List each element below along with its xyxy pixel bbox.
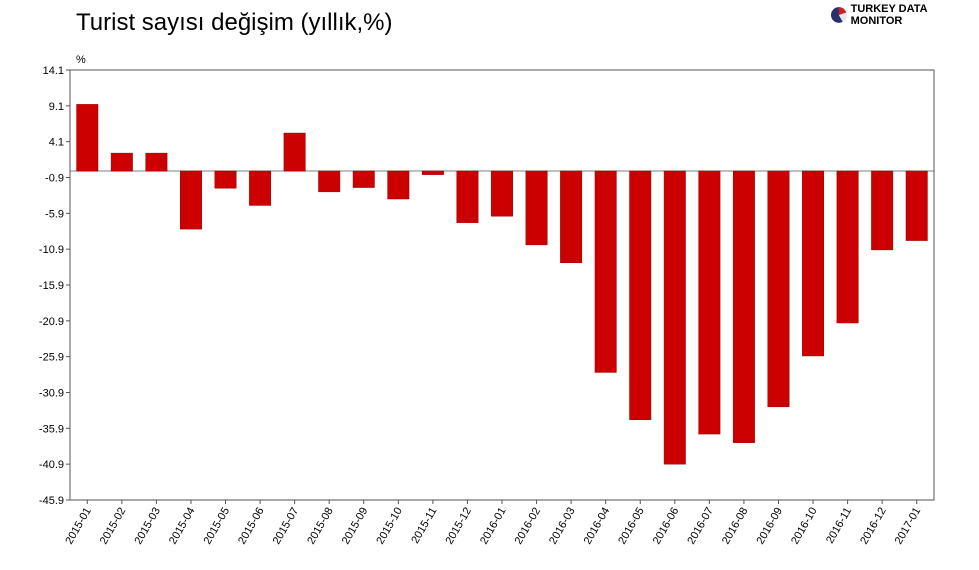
x-tick-label: 2016-11	[824, 506, 854, 546]
bar-2016-09	[767, 170, 790, 408]
x-tick-label: 2016-06	[651, 506, 682, 547]
x-tick-label: 2016-09	[754, 506, 785, 547]
y-tick-label: 14.1	[43, 65, 64, 77]
bar-2015-03	[145, 152, 168, 172]
x-tick-label: 2015-07	[271, 506, 302, 547]
x-tick-label: 2015-05	[202, 506, 233, 547]
chart-title: Turist sayısı değişim (yıllık,%)	[76, 9, 393, 36]
x-tick-label: 2017-01	[893, 506, 924, 547]
y-tick-label: -15.9	[39, 280, 64, 292]
y-tick-label: -10.9	[39, 244, 64, 256]
x-tick-label: 2015-03	[132, 506, 163, 547]
bar-2015-09	[352, 170, 375, 188]
bar-2015-12	[456, 170, 479, 223]
x-tick-label: 2015-06	[236, 506, 267, 547]
bar-2015-11	[421, 170, 444, 175]
brand-logo: TURKEY DATA MONITOR	[830, 3, 979, 27]
bar-2015-01	[76, 104, 99, 172]
x-tick-label: 2016-10	[789, 506, 820, 547]
bar-2015-07	[283, 132, 306, 172]
bar-2015-10	[387, 170, 410, 200]
x-tick-label: 2016-08	[720, 506, 751, 547]
logo-pie-icon	[830, 7, 847, 23]
x-tick-label: 2015-04	[167, 506, 198, 547]
x-tick-label: 2016-07	[685, 506, 716, 547]
y-tick-label: -0.9	[45, 173, 64, 185]
x-tick-label: 2015-09	[340, 506, 371, 547]
x-tick-label: 2016-02	[513, 506, 544, 547]
bar-2016-08	[732, 170, 755, 443]
x-tick-label: 2015-08	[305, 506, 336, 547]
x-tick-label: 2016-12	[858, 506, 889, 547]
y-tick-label: -20.9	[39, 316, 64, 328]
x-tick-label: 2015-02	[98, 506, 129, 547]
bar-2015-06	[249, 170, 272, 206]
x-tick-label: 2015-01	[63, 506, 94, 547]
bars	[76, 104, 928, 465]
x-tick-label: 2016-03	[547, 506, 578, 547]
bar-2016-11	[836, 170, 859, 324]
y-axis-ticks: 14.1 9.1 4.1 -0.9 -5.9 -10.9 -15.9 -20.9 -25.9 -3…	[39, 65, 70, 507]
x-tick-label: 2016-05	[616, 506, 647, 547]
y-tick-label: 9.1	[49, 101, 64, 113]
y-axis-label: %	[76, 54, 86, 66]
y-tick-label: 4.1	[49, 137, 64, 149]
bar-2016-04	[594, 170, 617, 373]
y-tick-label: -5.9	[45, 208, 64, 220]
x-tick-label: 2015-12	[443, 506, 474, 547]
bar-2015-02	[110, 152, 133, 172]
bar-2016-03	[560, 170, 583, 264]
y-tick-label: -35.9	[39, 423, 64, 435]
bar-2017-01	[905, 170, 928, 241]
bar-2016-07	[698, 170, 721, 435]
bar-2016-05	[629, 170, 652, 420]
x-tick-label: 2016-01	[478, 506, 509, 547]
x-tick-label: 2016-04	[582, 506, 613, 547]
bar-2016-12	[871, 170, 894, 251]
x-axis-ticks: 2015-01 2015-02 2015-03 2015-04 2015-05 2015-…	[63, 500, 923, 546]
y-tick-label: -25.9	[39, 352, 64, 364]
bar-2016-10	[802, 170, 825, 357]
y-tick-label: -45.9	[39, 495, 64, 507]
logo-text: TURKEY DATA MONITOR	[850, 3, 928, 27]
y-tick-label: -40.9	[39, 459, 64, 471]
bar-2015-04	[179, 170, 202, 230]
bar-2015-05	[214, 170, 237, 189]
bar-2016-06	[663, 170, 686, 465]
y-tick-label: -30.9	[39, 388, 64, 400]
x-tick-label: 2015-11	[409, 506, 439, 546]
bar-2016-01	[491, 170, 513, 217]
x-tick-label: 2015-10	[374, 506, 405, 547]
bar-2016-02	[525, 170, 548, 246]
plot-frame	[69, 69, 935, 501]
bar-2015-08	[318, 170, 341, 193]
